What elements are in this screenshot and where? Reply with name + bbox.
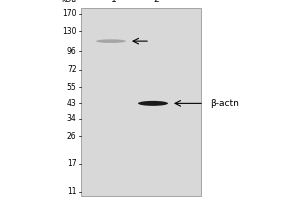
Text: 96: 96 <box>67 47 76 56</box>
Text: 1: 1 <box>111 0 117 4</box>
Text: β-actn: β-actn <box>210 99 239 108</box>
Text: 2: 2 <box>153 0 159 4</box>
Ellipse shape <box>138 101 168 106</box>
Ellipse shape <box>96 39 126 43</box>
Bar <box>81 8 201 196</box>
Text: 43: 43 <box>67 99 76 108</box>
Text: 17: 17 <box>67 159 76 168</box>
Text: 130: 130 <box>62 27 76 36</box>
Text: kDa: kDa <box>61 0 76 4</box>
Text: 170: 170 <box>62 9 76 19</box>
Text: 11: 11 <box>67 188 76 196</box>
Text: 34: 34 <box>67 114 76 123</box>
Text: 26: 26 <box>67 132 76 141</box>
Text: 72: 72 <box>67 65 76 74</box>
Text: 55: 55 <box>67 83 76 92</box>
